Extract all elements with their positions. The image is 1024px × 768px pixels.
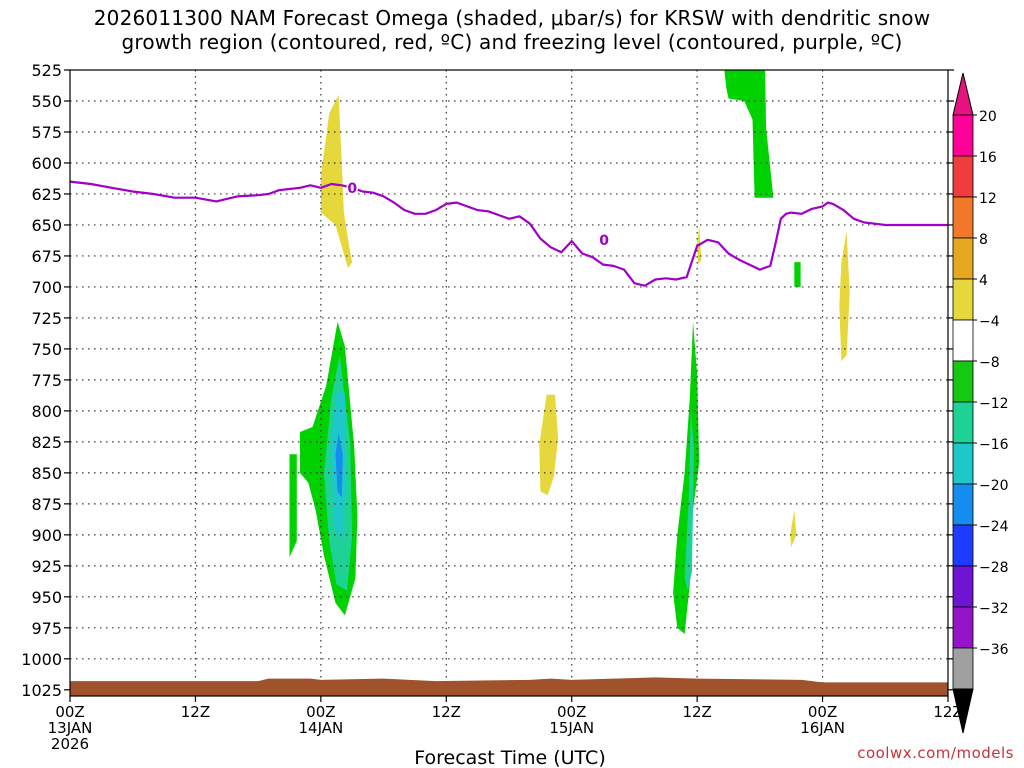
- colorbar-band: [952, 360, 974, 403]
- y-tick-label: 825: [31, 433, 62, 452]
- plot-frame: [69, 69, 949, 697]
- y-tick-label: 675: [31, 247, 62, 266]
- credit-label: coolwx.com/models: [857, 744, 1014, 762]
- x-tick-label: 2026: [51, 735, 89, 753]
- colorbar-band: [952, 196, 974, 239]
- x-axis-label: Forecast Time (UTC): [414, 747, 605, 768]
- colorbar-band: [952, 647, 974, 690]
- colorbar-bottom-arrow: [952, 688, 974, 734]
- grid-layer: [70, 70, 948, 696]
- x-tick-label: 12Z: [933, 703, 962, 721]
- omega-region-teal: [684, 410, 694, 591]
- omega-region-yellow: [539, 394, 559, 496]
- x-tick-label: 00Z: [557, 703, 586, 721]
- y-tick-label: 575: [31, 123, 62, 142]
- colorbar-label: −16: [979, 437, 1009, 453]
- y-tick-label: 725: [31, 309, 62, 328]
- colorbar-band: [952, 524, 974, 567]
- freezing-level-layer: 00: [69, 179, 948, 287]
- y-axis: 525 550 575 600 625 650 675 700 725 750 775 800 825 8…: [21, 61, 954, 700]
- y-tick-label: 600: [31, 154, 62, 173]
- title-line-2: growth region (contoured, red, ºC) and f…: [121, 30, 903, 54]
- colorbar-band: [952, 319, 974, 362]
- y-tick-label: 1000: [21, 650, 62, 669]
- x-tick-label: 00Z: [808, 703, 837, 721]
- colorbar-label: 8: [979, 232, 988, 248]
- colorbar-band: [952, 442, 974, 485]
- omega-region-green: [724, 70, 774, 198]
- y-tick-label: 875: [31, 495, 62, 514]
- y-tick-label: 550: [31, 92, 62, 111]
- omega-region-green: [794, 262, 801, 287]
- terrain-surface: [70, 677, 948, 696]
- omega-shading-layer: [289, 70, 850, 634]
- y-tick-label: 975: [31, 619, 62, 638]
- colorbar-top-arrow: [952, 72, 974, 116]
- colorbar-label: 20: [979, 109, 997, 125]
- colorbar-band: [952, 606, 974, 649]
- x-tick-label: 00Z: [55, 703, 84, 721]
- colorbar-label: 12: [979, 191, 997, 207]
- colorbar-label: 4: [979, 273, 988, 289]
- omega-region-yellow: [790, 510, 797, 548]
- x-tick-label: 15JAN: [549, 719, 594, 737]
- y-tick-label: 525: [31, 61, 62, 80]
- omega-region-yellow: [320, 94, 353, 269]
- omega-region-green: [673, 321, 700, 634]
- x-tick-label: 12Z: [432, 703, 461, 721]
- y-tick-label: 775: [31, 371, 62, 390]
- x-tick-label: 13JAN: [48, 719, 93, 737]
- freezing-level-label: 0: [599, 233, 609, 249]
- x-tick-label: 12Z: [682, 703, 711, 721]
- y-tick-label: 850: [31, 464, 62, 483]
- y-tick-label: 925: [31, 557, 62, 576]
- y-tick-label: 750: [31, 340, 62, 359]
- y-tick-label: 625: [31, 185, 62, 204]
- y-tick-label: 950: [31, 588, 62, 607]
- x-tick-label: 12Z: [181, 703, 210, 721]
- colorbar-band: [952, 237, 974, 280]
- colorbar-label: −36: [979, 642, 1009, 658]
- x-tick-label: 00Z: [306, 703, 335, 721]
- colorbar-band: [952, 565, 974, 608]
- colorbar-label: −32: [979, 601, 1009, 617]
- omega-region-yellow: [839, 231, 850, 362]
- colorbar: 20 16 12 8 4 −4 −8 −12 −16 −20 −24 −28 −32 −36: [952, 72, 1009, 734]
- colorbar-label: −28: [979, 560, 1009, 576]
- omega-region-green: [289, 454, 297, 558]
- omega-region-blue: [335, 433, 343, 498]
- y-tick-label: 900: [31, 526, 62, 545]
- colorbar-label: −20: [979, 478, 1009, 494]
- freezing-level-label: 0: [347, 181, 357, 197]
- colorbar-band: [952, 483, 974, 526]
- y-tick-label: 1025: [21, 681, 62, 700]
- colorbar-band: [952, 401, 974, 444]
- colorbar-label: −24: [979, 519, 1009, 535]
- colorbar-label: −4: [979, 314, 1000, 330]
- y-tick-label: 650: [31, 216, 62, 235]
- chart-title: 2026011300 NAM Forecast Omega (shaded, μ…: [0, 6, 1024, 54]
- freezing-level-line: [69, 180, 948, 287]
- x-tick-label: 16JAN: [800, 719, 845, 737]
- colorbar-band: [952, 114, 974, 157]
- colorbar-band: [952, 278, 974, 321]
- colorbar-label: 16: [979, 150, 997, 166]
- colorbar-label: −12: [979, 396, 1009, 412]
- y-tick-label: 800: [31, 402, 62, 421]
- x-tick-label: 14JAN: [298, 719, 343, 737]
- y-tick-label: 700: [31, 278, 62, 297]
- colorbar-band: [952, 155, 974, 198]
- title-line-1: 2026011300 NAM Forecast Omega (shaded, μ…: [93, 6, 931, 30]
- terrain-layer: [70, 677, 948, 696]
- colorbar-label: −8: [979, 355, 1000, 371]
